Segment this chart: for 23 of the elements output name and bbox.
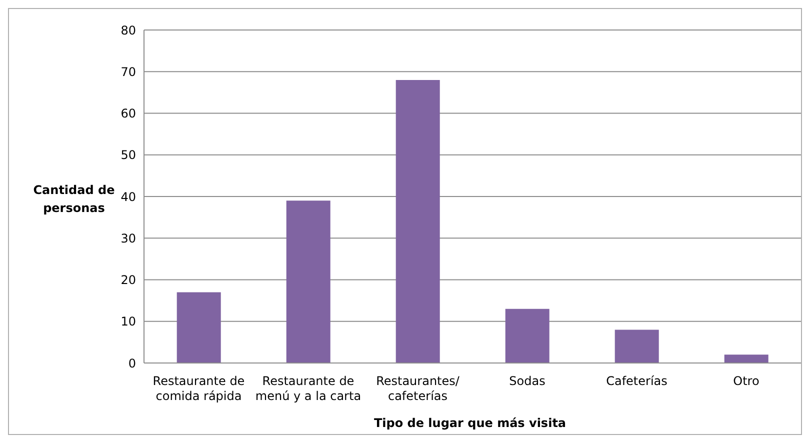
- bar: [505, 308, 550, 363]
- y-tick-label: 60: [120, 106, 136, 121]
- x-tick-label: Cafeterías: [606, 374, 668, 388]
- y-axis-title: Cantidad de personas: [33, 183, 115, 215]
- y-tick-label: 80: [120, 23, 136, 38]
- bar: [176, 292, 221, 363]
- y-tick-label: 50: [120, 148, 136, 162]
- bar: [614, 330, 659, 363]
- bar: [396, 80, 440, 363]
- y-tick-label: 20: [120, 273, 136, 288]
- x-tick-label: Restaurante de comida rápida: [152, 374, 245, 403]
- y-tick-label: 0: [128, 356, 136, 370]
- x-axis-title: Tipo de lugar que más visita: [372, 416, 568, 430]
- bar: [286, 200, 330, 363]
- x-tick-label: Restaurantes/cafeterías: [376, 374, 460, 403]
- y-tick-label: 70: [120, 64, 136, 79]
- x-tick-label: Otro: [733, 374, 760, 388]
- y-tick-label: 10: [120, 314, 136, 329]
- bar: [724, 354, 768, 363]
- x-tick-label: Sodas: [509, 374, 546, 388]
- y-tick-label: 40: [120, 190, 136, 204]
- y-tick-label: 30: [120, 231, 136, 246]
- x-tick-label: Restaurante de menú y a la carta: [255, 374, 362, 403]
